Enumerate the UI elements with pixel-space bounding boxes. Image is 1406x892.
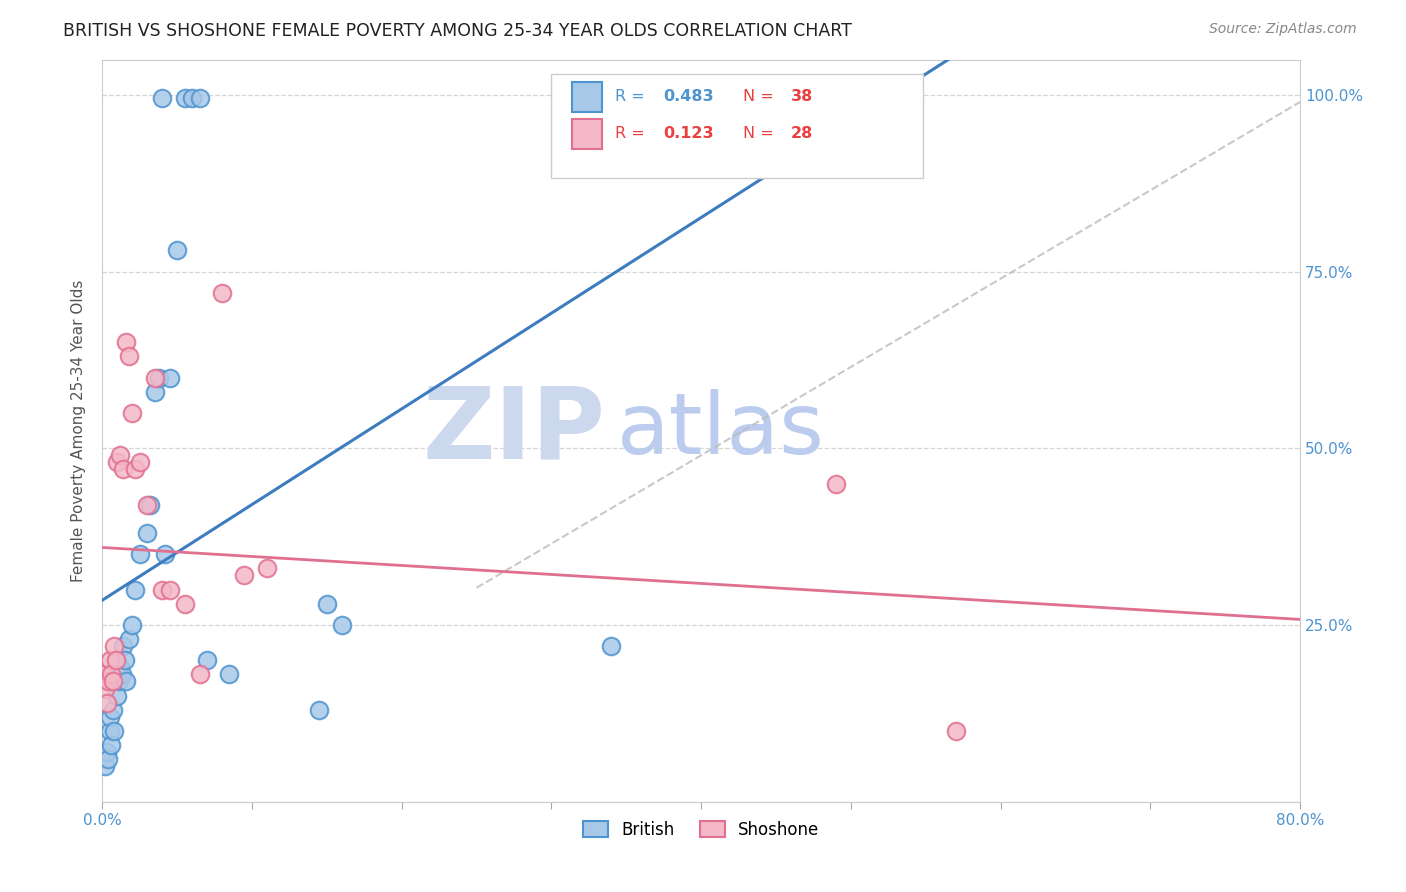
Point bbox=[94, 759, 117, 773]
Y-axis label: Female Poverty Among 25-34 Year Olds: Female Poverty Among 25-34 Year Olds bbox=[72, 279, 86, 582]
Point bbox=[94, 681, 117, 696]
Text: R =: R = bbox=[614, 89, 650, 104]
Point bbox=[128, 547, 150, 561]
Point bbox=[652, 91, 675, 105]
Text: 38: 38 bbox=[792, 89, 813, 104]
Text: 0.483: 0.483 bbox=[662, 89, 713, 104]
Point bbox=[159, 370, 181, 384]
Point bbox=[100, 667, 122, 681]
Text: ZIP: ZIP bbox=[422, 382, 606, 479]
Point bbox=[96, 696, 118, 710]
Point bbox=[118, 350, 141, 364]
Point bbox=[150, 91, 173, 105]
Point bbox=[98, 723, 121, 738]
Point bbox=[825, 476, 848, 491]
Point bbox=[139, 498, 162, 512]
Point bbox=[97, 752, 120, 766]
Point bbox=[114, 653, 136, 667]
Point bbox=[115, 335, 138, 350]
Point bbox=[101, 703, 124, 717]
Text: R =: R = bbox=[614, 127, 650, 141]
Point bbox=[112, 462, 135, 476]
Point bbox=[195, 653, 218, 667]
Point bbox=[105, 689, 128, 703]
Legend: British, Shoshone: British, Shoshone bbox=[576, 814, 825, 846]
Point bbox=[103, 723, 125, 738]
Text: BRITISH VS SHOSHONE FEMALE POVERTY AMONG 25-34 YEAR OLDS CORRELATION CHART: BRITISH VS SHOSHONE FEMALE POVERTY AMONG… bbox=[63, 22, 852, 40]
Point bbox=[93, 667, 115, 681]
Point bbox=[103, 639, 125, 653]
Point bbox=[124, 582, 146, 597]
Text: 28: 28 bbox=[792, 127, 813, 141]
Point bbox=[600, 639, 623, 653]
Text: 0.123: 0.123 bbox=[662, 127, 713, 141]
Point bbox=[100, 738, 122, 752]
Point bbox=[121, 618, 143, 632]
Bar bbox=[572, 82, 602, 112]
Point bbox=[115, 674, 138, 689]
Point bbox=[623, 91, 645, 105]
Point bbox=[111, 667, 134, 681]
Bar bbox=[572, 119, 602, 149]
Point bbox=[108, 660, 131, 674]
Point bbox=[308, 703, 330, 717]
Point bbox=[153, 547, 176, 561]
Point bbox=[105, 455, 128, 469]
Point bbox=[143, 370, 166, 384]
Point bbox=[121, 406, 143, 420]
Point bbox=[315, 597, 337, 611]
Point bbox=[104, 653, 127, 667]
Point bbox=[233, 568, 256, 582]
Point bbox=[945, 723, 967, 738]
Point bbox=[159, 582, 181, 597]
Point bbox=[98, 653, 121, 667]
Point bbox=[148, 370, 170, 384]
Point bbox=[107, 674, 129, 689]
Point bbox=[218, 667, 240, 681]
Text: N =: N = bbox=[742, 89, 779, 104]
Point bbox=[98, 710, 121, 724]
Point bbox=[166, 244, 188, 258]
Point bbox=[173, 91, 195, 105]
Point bbox=[118, 632, 141, 646]
Point bbox=[188, 667, 211, 681]
Point bbox=[143, 384, 166, 399]
Point bbox=[112, 639, 135, 653]
Point bbox=[128, 455, 150, 469]
Point bbox=[97, 674, 120, 689]
FancyBboxPatch shape bbox=[551, 74, 922, 178]
Text: Source: ZipAtlas.com: Source: ZipAtlas.com bbox=[1209, 22, 1357, 37]
Point bbox=[150, 582, 173, 597]
Text: atlas: atlas bbox=[617, 389, 825, 472]
Point bbox=[136, 526, 159, 541]
Point bbox=[181, 91, 204, 105]
Point bbox=[330, 618, 353, 632]
Point bbox=[211, 285, 233, 300]
Point bbox=[108, 448, 131, 462]
Point bbox=[96, 745, 118, 759]
Point bbox=[124, 462, 146, 476]
Point bbox=[101, 674, 124, 689]
Text: N =: N = bbox=[742, 127, 779, 141]
Point bbox=[173, 597, 195, 611]
Point bbox=[256, 561, 278, 575]
Point bbox=[136, 498, 159, 512]
Point bbox=[188, 91, 211, 105]
